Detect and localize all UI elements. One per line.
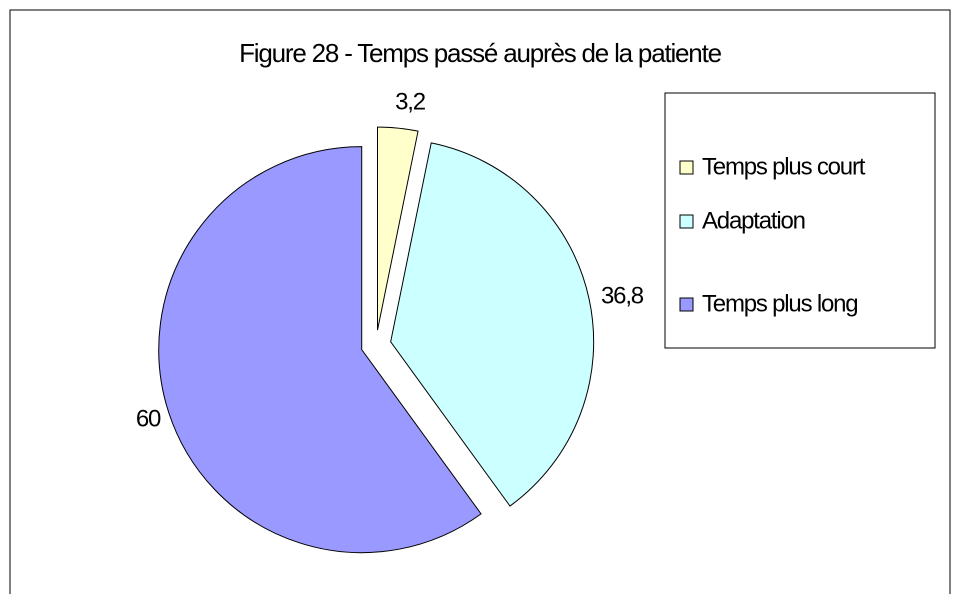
- legend-label: Temps plus court: [702, 153, 866, 180]
- pie-slice: [377, 126, 419, 331]
- legend-label: Adaptation: [702, 207, 805, 234]
- legend-box: [664, 92, 936, 349]
- legend-swatch: [679, 160, 694, 175]
- data-label: 60: [136, 405, 161, 432]
- legend-swatch: [679, 297, 694, 312]
- data-label: 36,8: [601, 282, 644, 309]
- pie-slice: [390, 142, 595, 507]
- data-label: 3,2: [395, 88, 426, 115]
- legend-label: Temps plus long: [702, 290, 857, 317]
- pie-slice: [158, 146, 482, 554]
- chart-title: Figure 28 - Temps passé auprès de la pat…: [239, 38, 721, 68]
- legend-swatch: [679, 214, 694, 229]
